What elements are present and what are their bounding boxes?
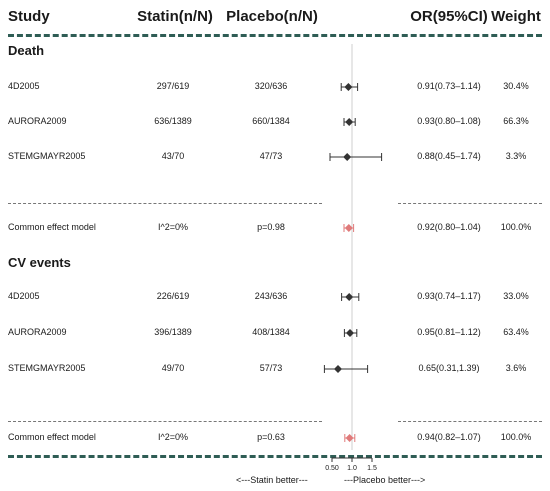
placebo-events: 243/636 (254, 291, 288, 301)
header-or: OR(95%CI) (410, 8, 488, 25)
section-separator (398, 421, 542, 422)
or-ci-text: 0.93(0.80–1.08) (417, 116, 481, 126)
section-title: Death (8, 43, 45, 58)
weight-value: 63.4% (503, 327, 529, 337)
placebo-events: 320/636 (254, 81, 288, 91)
section-separator (398, 203, 542, 204)
statin-events: 226/619 (156, 291, 190, 301)
common-or-ci-text: 0.92(0.80–1.04) (417, 222, 481, 232)
header-rule (8, 34, 542, 37)
weight-value: 3.3% (505, 151, 527, 161)
study-marker-point (345, 293, 354, 301)
study-marker-point (346, 329, 354, 337)
study-name: AURORA2009 (8, 116, 67, 126)
statin-events: 396/1389 (154, 327, 192, 337)
statin-events: 43/70 (161, 151, 185, 161)
study-name: AURORA2009 (8, 327, 67, 337)
p-value: p=0.63 (257, 432, 285, 442)
heterogeneity: I^2=0% (158, 432, 188, 442)
placebo-events: 408/1384 (252, 327, 290, 337)
header-placebo: Placebo(n/N) (226, 8, 318, 25)
study-marker-point (334, 365, 342, 373)
header-statin: Statin(n/N) (137, 8, 213, 25)
section-separator (8, 421, 322, 422)
weight-value: 66.3% (503, 116, 529, 126)
study-name: STEMGMAYR2005 (8, 151, 86, 161)
footer-rule (8, 455, 542, 458)
placebo-events: 57/73 (259, 363, 283, 373)
statin-better-label: <---Statin better--- (236, 475, 308, 485)
common-model-label: Common effect model (8, 222, 96, 232)
study-name: 4D2005 (8, 81, 40, 91)
weight-value: 33.0% (503, 291, 529, 301)
placebo-events: 47/73 (259, 151, 283, 161)
study-marker-point (343, 153, 352, 161)
study-name: STEMGMAYR2005 (8, 363, 86, 373)
or-ci-text: 0.88(0.45–1.74) (417, 151, 481, 161)
placebo-better-label: ---Placebo better---> (344, 475, 426, 485)
common-marker-point (344, 224, 353, 232)
statin-events: 636/1389 (154, 116, 192, 126)
weight-value: 3.6% (505, 363, 527, 373)
study-name: 4D2005 (8, 291, 40, 301)
x-tick-label: 0.50 (325, 465, 339, 472)
common-marker-point (345, 434, 354, 442)
x-tick-label: 1.5 (367, 465, 377, 472)
or-ci-text: 0.95(0.81–1.12) (417, 327, 481, 337)
or-ci-text: 0.91(0.73–1.14) (417, 81, 481, 91)
p-value: p=0.98 (257, 222, 285, 232)
common-or-ci-text: 0.94(0.82–1.07) (417, 432, 481, 442)
statin-events: 49/70 (161, 363, 185, 373)
common-weight: 100.0% (500, 222, 532, 232)
or-ci-text: 0.65(0.31,1.39) (418, 363, 480, 373)
study-marker-point (344, 83, 353, 91)
heterogeneity: I^2=0% (158, 222, 188, 232)
statin-events: 297/619 (156, 81, 190, 91)
section-separator (8, 203, 322, 204)
placebo-events: 660/1384 (252, 116, 290, 126)
common-weight: 100.0% (500, 432, 532, 442)
header-study: Study (8, 8, 50, 25)
or-ci-text: 0.93(0.74–1.17) (417, 291, 481, 301)
weight-value: 30.4% (503, 81, 529, 91)
header-weight: Weight (491, 8, 541, 25)
common-model-label: Common effect model (8, 432, 96, 442)
x-tick-label: 1.0 (347, 465, 357, 472)
section-title: CV events (8, 255, 71, 270)
study-marker-point (345, 118, 354, 126)
